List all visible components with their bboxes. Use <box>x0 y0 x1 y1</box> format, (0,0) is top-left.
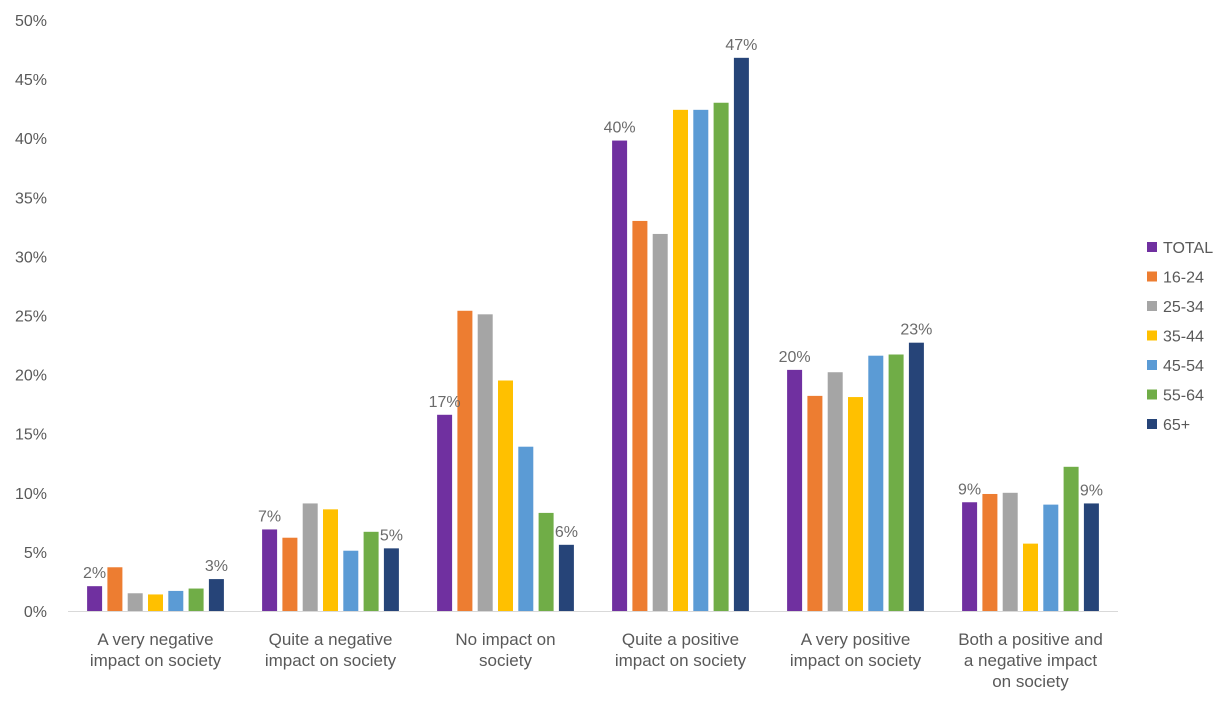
bar <box>888 354 904 611</box>
bar <box>827 372 843 611</box>
y-tick-label: 50% <box>15 13 47 30</box>
legend-swatch <box>1147 419 1157 429</box>
bar <box>323 509 338 611</box>
bar <box>383 548 399 611</box>
data-label: 47% <box>725 37 757 54</box>
legend-swatch <box>1147 389 1157 400</box>
bar <box>127 593 143 611</box>
x-category-label: Quite a positive impact on society <box>615 630 747 670</box>
data-label: 23% <box>900 322 932 339</box>
data-label: 20% <box>779 349 811 366</box>
bar <box>538 512 554 611</box>
bar <box>262 529 278 611</box>
x-category-label: A very negative impact on society <box>90 630 222 670</box>
bar <box>1023 543 1038 611</box>
bar <box>87 586 103 611</box>
bar <box>652 233 668 611</box>
legend: TOTAL 16-24 25-34 35-44 45-54 55-64 65+ <box>1147 240 1213 434</box>
data-label: 9% <box>958 481 981 498</box>
bar <box>282 537 298 611</box>
bars <box>87 57 1099 612</box>
bar <box>302 503 318 611</box>
legend-swatch <box>1147 360 1157 370</box>
y-tick-label: 45% <box>15 72 47 89</box>
legend-item: TOTAL <box>1147 240 1213 257</box>
y-tick-label: 0% <box>24 604 47 621</box>
y-tick-label: 30% <box>15 249 47 266</box>
bar <box>208 579 224 611</box>
legend-label: 45-54 <box>1163 358 1204 375</box>
y-axis: 0% 5% 10% 15% 20% 25% 30% 35% 40% 45% 50% <box>15 13 47 621</box>
legend-label: 55-64 <box>1163 388 1204 405</box>
x-axis: A very negative impact on society Quite a … <box>68 611 1118 691</box>
bar <box>1002 492 1018 611</box>
bar <box>787 369 803 611</box>
bar <box>807 395 823 611</box>
bar <box>908 342 924 611</box>
legend-swatch <box>1147 301 1157 311</box>
legend-item: 45-54 <box>1147 358 1204 375</box>
y-tick-label: 35% <box>15 190 47 207</box>
bar <box>437 414 453 611</box>
bar <box>733 57 749 612</box>
bar <box>673 109 688 611</box>
legend-item: 16-24 <box>1147 270 1204 287</box>
data-label: 2% <box>83 565 106 582</box>
bar <box>632 220 648 611</box>
bar <box>457 310 473 611</box>
legend-swatch <box>1147 242 1157 252</box>
legend-swatch <box>1147 330 1157 341</box>
bar <box>982 493 998 611</box>
y-tick-label: 10% <box>15 486 47 503</box>
bar <box>168 590 184 611</box>
data-label: 7% <box>258 508 281 525</box>
legend-label: 65+ <box>1163 417 1190 434</box>
x-category-label: Both a positive and a negative impact on s… <box>958 630 1103 691</box>
bar <box>1083 503 1099 611</box>
x-category-label: A very positive impact on society <box>790 630 922 670</box>
bar <box>612 140 628 611</box>
legend-item: 25-34 <box>1147 299 1204 316</box>
bar <box>558 544 574 611</box>
data-label: 9% <box>1080 482 1103 499</box>
data-label: 40% <box>604 120 636 137</box>
bar <box>477 314 493 611</box>
bar <box>868 355 884 611</box>
y-tick-label: 40% <box>15 131 47 148</box>
bar <box>107 567 123 611</box>
legend-label: 16-24 <box>1163 270 1204 287</box>
bar <box>363 531 379 611</box>
legend-item: 35-44 <box>1147 329 1204 346</box>
legend-item: 65+ <box>1147 417 1190 434</box>
y-tick-label: 20% <box>15 368 47 385</box>
data-label: 5% <box>380 527 403 544</box>
legend-swatch <box>1147 271 1157 282</box>
bar <box>962 502 978 611</box>
legend-label: 35-44 <box>1163 329 1204 346</box>
data-label: 3% <box>205 558 228 575</box>
bar <box>848 397 863 611</box>
y-tick-label: 5% <box>24 545 47 562</box>
legend-label: TOTAL <box>1163 240 1213 257</box>
bar <box>1043 504 1059 611</box>
bar <box>1063 466 1079 611</box>
data-label: 6% <box>555 524 578 541</box>
bar <box>693 109 709 611</box>
bar <box>518 446 534 611</box>
data-labels: 2% 3% 7% 5% 17% 6% 40% 47% 20% 23% 9% 9% <box>83 37 1103 582</box>
bar <box>343 550 359 611</box>
y-tick-label: 15% <box>15 427 47 444</box>
bar <box>498 380 513 611</box>
bar <box>713 102 729 612</box>
bar <box>188 588 204 611</box>
data-label: 17% <box>429 394 461 411</box>
x-category-label: No impact on society <box>455 630 555 670</box>
y-tick-label: 25% <box>15 309 47 326</box>
legend-label: 25-34 <box>1163 299 1204 316</box>
legend-item: 55-64 <box>1147 388 1204 405</box>
bar <box>148 594 163 611</box>
x-category-label: Quite a negative impact on society <box>265 630 397 670</box>
